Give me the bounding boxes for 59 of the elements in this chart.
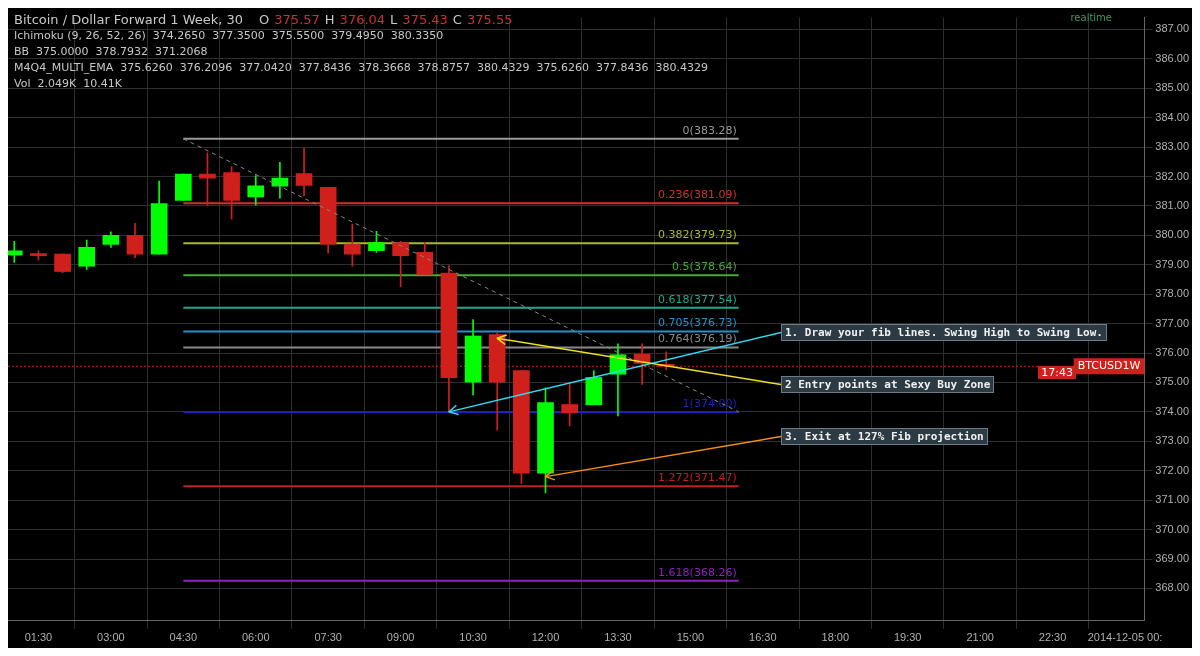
y-tick-label: 382.00	[1155, 169, 1190, 182]
y-tick-label: 375.00	[1155, 375, 1190, 388]
y-tick-label: 368.00	[1155, 581, 1190, 594]
y-tick-label: 370.00	[1155, 522, 1190, 535]
ref-line-label: 1(374.00)	[682, 396, 737, 410]
x-tick-label: 18:00	[821, 631, 850, 644]
y-tick-label: 377.00	[1155, 316, 1190, 329]
y-tick-label: 383.00	[1155, 140, 1190, 153]
y-tick-label: 387.00	[1155, 22, 1190, 35]
x-tick-label: 01:30	[24, 631, 53, 644]
x-tick-label: 09:00	[386, 631, 415, 644]
y-tick-label: 373.00	[1155, 434, 1190, 447]
annotation: M4Q4_MULTI_EMA 375.6260 376.2096 377.0420 377.8436 378.3668 378.8757 380.4329 375.6260 377.8436 380.4329	[14, 60, 709, 76]
x-tick-label: 19:30	[893, 631, 922, 644]
x-tick-label: 22:30	[1038, 631, 1067, 644]
x-tick-label: 07:30	[314, 631, 342, 644]
x-tick-label: 2014-12-05 00:	[1087, 631, 1163, 644]
y-tick-label: 374.00	[1155, 404, 1190, 417]
y-tick-label: 381.00	[1155, 198, 1190, 211]
y-tick-label: 385.00	[1155, 81, 1190, 94]
y-tick-label: 384.00	[1155, 110, 1190, 123]
y-tick-label: 376.00	[1155, 346, 1190, 359]
ref-line-label: 0.705(376.73)	[658, 316, 737, 330]
x-tick-label: 15:00	[676, 631, 705, 644]
ref-line-label: 0.618(377.54)	[658, 292, 737, 306]
y-tick-label: 379.00	[1155, 257, 1190, 270]
y-tick-label: 372.00	[1155, 463, 1190, 476]
x-tick-label: 10:30	[459, 631, 487, 644]
y-tick-label: 369.00	[1155, 552, 1190, 565]
x-tick-label: 06:00	[241, 631, 270, 644]
annotation: BB 375.0000 378.7932 371.2068	[14, 44, 209, 60]
annotation: Vol 2.049K 10.41K	[14, 76, 123, 92]
annotation: Ichimoku (9, 26, 52, 26) 374.2650 377.3500 375.5500 379.4950 380.3350	[14, 28, 445, 44]
x-tick-label: 16:30	[749, 631, 777, 644]
ref-line-label: 1.618(368.26)	[658, 565, 737, 579]
candlestick	[271, 162, 289, 199]
ref-line-label: 0(383.28)	[682, 123, 737, 137]
annotation: realtime	[1070, 12, 1112, 23]
y-tick-label: 380.00	[1155, 228, 1190, 241]
y-tick-label: 386.00	[1155, 51, 1190, 64]
x-tick-label: 21:00	[966, 631, 994, 644]
y-tick-label: 371.00	[1155, 493, 1190, 506]
ref-line-label: 0.382(379.73)	[658, 228, 737, 242]
annotation: 3. Exit at 127% Fib projection	[781, 428, 988, 445]
ref-line-label: BTCUSD1W	[1077, 359, 1141, 373]
annotation: 1. Draw your fib lines. Swing High to Swing Low.	[781, 324, 1107, 341]
chart-title: Bitcoin / Dollar Forward 1 Week, 30	[14, 12, 244, 27]
x-tick-label: 04:30	[169, 631, 198, 644]
annotation: 2 Entry points at Sexy Buy Zone	[781, 376, 995, 393]
chart-subtitle: O 375.57 H 376.04 L 375.43 C 375.55	[259, 12, 513, 27]
annotation: 17:43	[1038, 366, 1076, 379]
ref-line-label: 0.236(381.09)	[658, 188, 737, 202]
ref-line-label: 0.764(376.19)	[658, 332, 737, 346]
y-tick-label: 378.00	[1155, 287, 1190, 300]
ref-line-label: 0.5(378.64)	[672, 260, 737, 274]
x-tick-label: 13:30	[604, 631, 632, 644]
ref-line-label: 1.272(371.47)	[658, 471, 737, 485]
x-tick-label: 03:00	[97, 631, 125, 644]
x-tick-label: 12:00	[531, 631, 560, 644]
